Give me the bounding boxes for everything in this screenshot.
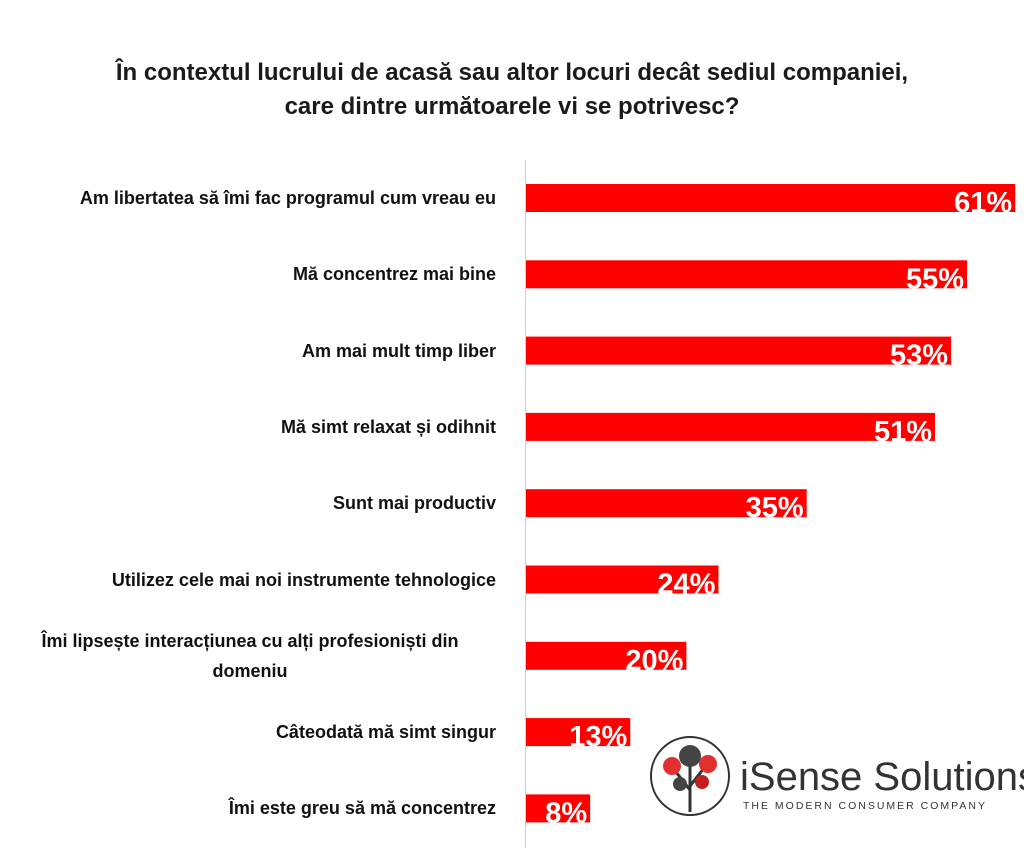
value-label: 8% <box>545 797 587 829</box>
category-label: Mă simt relaxat și odihnit <box>280 416 496 437</box>
bar <box>526 260 968 289</box>
category-label: Câteodată mă simt singur <box>275 722 496 743</box>
logo-name: iSense Solutions <box>740 755 1024 799</box>
category-row: Câteodată mă simt singur <box>4 694 496 770</box>
bar <box>526 794 591 823</box>
bar <box>526 336 952 365</box>
category-label: Îmi este greu să mă concentrez <box>228 798 496 819</box>
category-label: Utilizez cele mai noi instrumente tehnol… <box>111 569 496 590</box>
category-row: Utilizez cele mai noi instrumente tehnol… <box>4 542 496 618</box>
category-row: Îmi lipsește interacțiunea cu alți profe… <box>4 618 496 694</box>
category-row: Îmi este greu să mă concentrez <box>4 770 496 846</box>
value-label: 61% <box>954 187 1012 219</box>
bar <box>526 412 936 441</box>
category-label: Sunt mai productiv <box>332 493 496 514</box>
bar <box>526 641 687 670</box>
category-row: Mă concentrez mai bine <box>4 236 496 312</box>
bar <box>526 565 719 594</box>
category-row: Mă simt relaxat și odihnit <box>4 389 496 465</box>
value-label: 20% <box>625 645 683 677</box>
category-label: Am mai mult timp liber <box>301 340 496 361</box>
category-row: Am libertatea să îmi fac programul cum v… <box>4 160 496 236</box>
bar <box>526 718 631 747</box>
logo-icon <box>650 736 730 816</box>
value-label: 53% <box>890 340 948 372</box>
category-row: Sunt mai productiv <box>4 465 496 541</box>
category-label: Mă concentrez mai bine <box>292 264 496 285</box>
value-label: 13% <box>569 721 627 753</box>
chart-title: În contextul lucrului de acasă sau altor… <box>115 59 909 120</box>
value-label: 24% <box>657 569 715 601</box>
category-label: Am libertatea să îmi fac programul cum v… <box>79 188 496 208</box>
value-label: 51% <box>874 416 932 448</box>
bar <box>526 184 1016 212</box>
bar <box>526 489 807 518</box>
category-label: Îmi lipsește interacțiunea cu alți profe… <box>41 630 459 681</box>
value-label: 55% <box>906 263 964 295</box>
logo-tagline: THE MODERN CONSUMER COMPANY <box>743 800 987 812</box>
category-row: Am mai mult timp liber <box>4 313 496 389</box>
value-label: 35% <box>746 492 804 524</box>
